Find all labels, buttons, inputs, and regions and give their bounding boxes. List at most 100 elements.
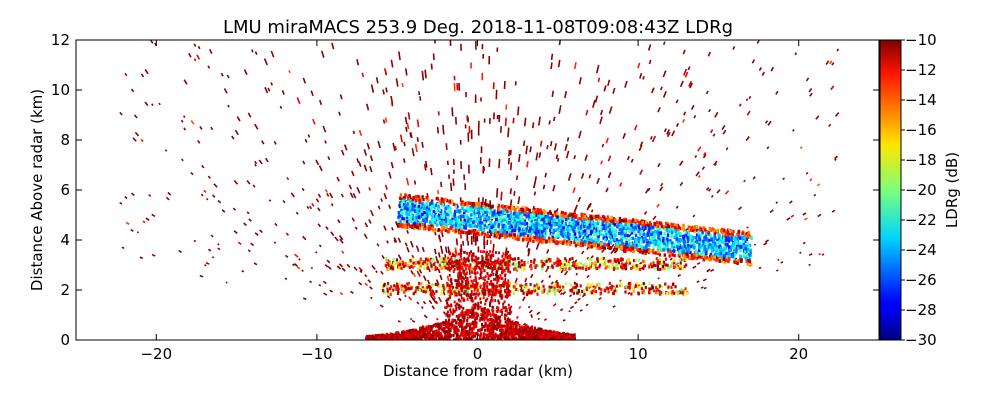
low-layer-cell xyxy=(615,284,619,288)
cloud-layer-cell xyxy=(472,228,475,233)
low-layer-cell xyxy=(390,285,393,289)
low-layer-cell xyxy=(642,282,645,286)
speckle-mark xyxy=(407,112,411,120)
cloud-layer-cell xyxy=(544,232,548,237)
cloud-layer-cell xyxy=(740,235,744,239)
speckle-mark xyxy=(151,103,154,106)
speckle-mark xyxy=(630,158,634,163)
low-layer-cell xyxy=(655,289,658,293)
low-layer-cell xyxy=(556,282,559,286)
cloud-layer-cell xyxy=(658,253,662,257)
low-layer-cell xyxy=(432,283,435,287)
low-layer-cell xyxy=(393,284,396,288)
speckle-mark xyxy=(677,273,682,277)
radar-data-layer xyxy=(119,40,840,340)
speckle-mark xyxy=(500,191,503,201)
cloud-layer-cell xyxy=(527,237,530,242)
cloud-layer-cell xyxy=(476,219,480,223)
speckle-mark xyxy=(530,315,534,319)
cloud-layer-cell xyxy=(749,249,752,253)
speckle-mark xyxy=(282,199,286,204)
cloud-layer-cell xyxy=(409,224,412,228)
cloud-layer-cell xyxy=(740,259,743,264)
cloud-layer-cell xyxy=(596,221,600,226)
cloud-layer-cell xyxy=(673,243,676,247)
low-layer-cell xyxy=(554,292,557,296)
cloud-layer-cell xyxy=(574,238,578,242)
speckle-mark xyxy=(683,111,687,116)
cloud-layer-cell xyxy=(609,225,612,229)
cloud-layer-cell xyxy=(505,230,509,235)
cloud-layer-cell xyxy=(664,245,667,250)
cloud-layer-cell xyxy=(519,229,523,233)
ground-clutter-cell xyxy=(468,329,471,333)
speckle-mark xyxy=(639,141,644,147)
low-layer-cell xyxy=(386,284,389,288)
cloud-layer-cell xyxy=(527,212,530,216)
cloud-layer-cell xyxy=(467,208,471,212)
low-layer-cell xyxy=(582,264,585,268)
low-layer-cell xyxy=(536,292,539,296)
cloud-layer-cell xyxy=(656,228,659,232)
speckle-mark xyxy=(515,175,519,181)
speckle-mark xyxy=(809,178,813,182)
speckle-mark xyxy=(248,218,252,222)
speckle-mark xyxy=(537,317,540,321)
speckle-mark xyxy=(763,242,768,246)
speckle-mark xyxy=(368,187,372,191)
speckle-mark xyxy=(428,299,433,305)
low-layer-cell xyxy=(505,266,508,270)
ground-clutter-cell xyxy=(491,333,495,337)
cloud-layer-cell xyxy=(413,203,416,208)
cloud-layer-cell xyxy=(532,222,535,227)
speckle-mark xyxy=(350,290,354,294)
cloud-layer-cell xyxy=(485,225,489,229)
cloud-layer-cell xyxy=(398,223,401,228)
low-layer-cell xyxy=(457,259,460,263)
cloud-layer-cell xyxy=(541,230,544,234)
cloud-layer-cell xyxy=(564,215,568,219)
cloud-layer-cell xyxy=(686,250,689,254)
cloud-layer-cell xyxy=(658,226,662,231)
cloud-layer-cell xyxy=(628,229,631,234)
speckle-mark xyxy=(140,73,145,78)
cloud-layer-cell xyxy=(606,219,609,223)
speckle-mark xyxy=(375,270,378,274)
cloud-layer-cell xyxy=(569,240,573,245)
cloud-layer-cell xyxy=(622,224,625,229)
low-layer-cell xyxy=(444,286,447,290)
cloud-layer-cell xyxy=(613,231,617,235)
speckle-mark xyxy=(193,43,197,47)
cloud-layer-cell xyxy=(624,242,628,247)
low-layer-cell xyxy=(571,256,574,261)
cloud-layer-cell xyxy=(516,205,519,210)
cloud-layer-cell xyxy=(412,226,416,231)
cloud-layer-cell xyxy=(681,245,684,249)
cloud-layer-cell xyxy=(696,228,699,233)
cloud-layer-cell xyxy=(483,223,486,227)
low-layer-cell xyxy=(514,264,517,268)
cloud-layer-cell xyxy=(578,231,581,235)
low-layer-cell xyxy=(559,262,563,266)
low-layer-cell xyxy=(463,287,467,291)
speckle-mark xyxy=(130,88,135,93)
low-layer-cell xyxy=(542,289,545,293)
cloud-layer-cell xyxy=(742,245,746,249)
cloud-layer-cell xyxy=(463,210,466,215)
cloud-layer-cell xyxy=(633,242,636,247)
cloud-layer-cell xyxy=(597,238,600,242)
speckle-mark xyxy=(382,119,386,124)
cloud-layer-cell xyxy=(665,221,668,226)
speckle-mark xyxy=(460,293,463,300)
cloud-layer-cell xyxy=(587,240,591,245)
cloud-layer-cell xyxy=(478,210,481,214)
cloud-layer-cell xyxy=(418,226,422,230)
cloud-layer-cell xyxy=(722,251,725,255)
low-layer-cell xyxy=(397,263,400,267)
cloud-layer-cell xyxy=(675,237,679,241)
cloud-layer-cell xyxy=(679,233,682,238)
speckle-mark xyxy=(753,243,757,246)
speckle-mark xyxy=(121,246,125,250)
speckle-mark xyxy=(311,202,315,207)
cloud-layer-cell xyxy=(512,232,515,237)
